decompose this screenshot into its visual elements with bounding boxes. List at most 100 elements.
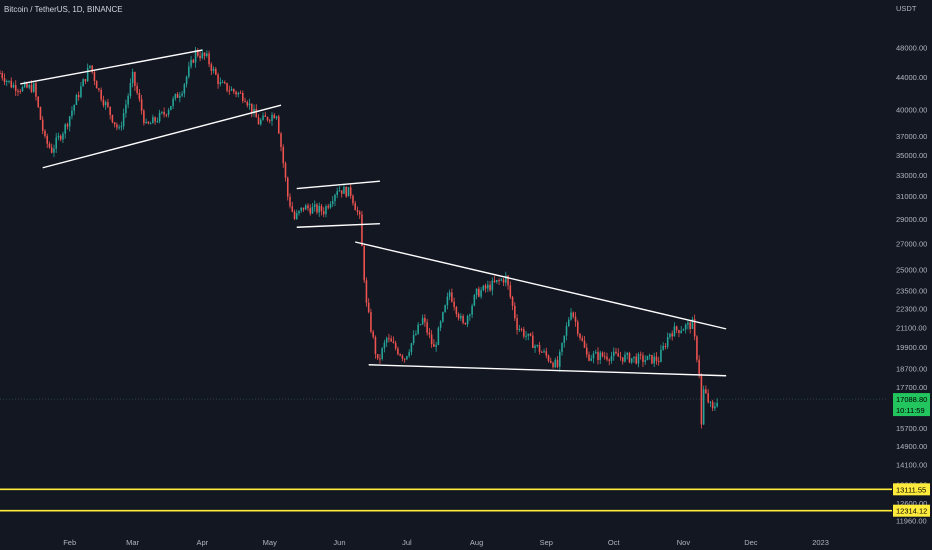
candle-body: [345, 187, 347, 197]
candle: [246, 100, 249, 108]
price-tick-label: 22300.00: [896, 304, 927, 313]
candle-body: [143, 110, 145, 124]
candle-body: [514, 305, 516, 319]
candle: [154, 116, 156, 125]
candle-body: [705, 389, 707, 394]
triangle-support-trendline[interactable]: [368, 364, 727, 377]
range-top-trendline[interactable]: [296, 180, 380, 190]
candle-body: [496, 279, 498, 282]
candle-body: [259, 119, 262, 125]
candle: [298, 210, 300, 216]
candle: [57, 132, 60, 141]
price-tick-label: 35000.00: [896, 151, 927, 160]
candle: [597, 347, 599, 365]
candle: [491, 277, 494, 296]
candle: [111, 114, 114, 124]
range-bottom-trendline[interactable]: [296, 222, 380, 228]
candle-body: [116, 124, 118, 128]
channel-top-trendline[interactable]: [20, 49, 203, 85]
candle-body: [363, 246, 365, 281]
candle-body: [509, 285, 512, 297]
candle: [165, 113, 168, 118]
candle: [284, 161, 287, 182]
candle-body: [549, 360, 552, 363]
candle: [549, 357, 552, 364]
candle: [406, 355, 408, 361]
time-axis[interactable]: Feb Mar Apr May Jun Jul Aug Sep Oct Nov Dec 2023: [63, 538, 829, 547]
candle: [642, 352, 644, 368]
time-tick-label: May: [263, 538, 277, 547]
candle-body: [14, 84, 17, 91]
candle-body: [343, 187, 345, 194]
candle: [152, 114, 154, 124]
price-axis[interactable]: 48000.00 44000.00 40000.00 37000.00 35000.00…: [896, 43, 927, 525]
candle-body: [28, 84, 31, 88]
candle-body: [120, 126, 123, 128]
candle-body: [145, 121, 147, 124]
candle-body: [50, 147, 53, 153]
candle: [273, 113, 276, 119]
candle-body: [410, 343, 413, 353]
candle: [107, 98, 109, 109]
candle-body: [608, 359, 611, 361]
candle: [44, 129, 46, 139]
candle: [608, 358, 611, 366]
price-tick-label: 12600.00: [896, 499, 927, 508]
candle: [489, 281, 491, 292]
candle: [17, 88, 19, 96]
time-tick-label: Jul: [402, 538, 412, 547]
candle-body: [498, 279, 500, 281]
candle-body: [271, 114, 273, 121]
candle-body: [167, 109, 170, 115]
candle: [309, 204, 312, 216]
candle: [574, 312, 577, 327]
candle-countdown: 10:11:59: [896, 406, 925, 415]
candle: [392, 336, 395, 344]
channel-bottom-trendline[interactable]: [42, 104, 282, 169]
candle-body: [590, 358, 593, 361]
candle: [275, 115, 278, 120]
candle: [300, 207, 303, 213]
candle: [446, 292, 449, 310]
candle-body: [480, 290, 482, 297]
candle-body: [77, 95, 80, 98]
candle: [401, 354, 404, 362]
candle-body: [689, 322, 691, 329]
candle: [662, 342, 664, 351]
candle: [192, 58, 195, 64]
candle-body: [675, 326, 678, 331]
candle: [617, 348, 620, 357]
candle: [669, 333, 671, 340]
candle-body: [545, 351, 548, 356]
candle-body: [39, 106, 42, 120]
candle-body: [179, 95, 181, 98]
trendline-group[interactable]: [20, 49, 727, 377]
candle-body: [484, 285, 487, 289]
candle: [711, 399, 714, 412]
candle: [509, 281, 512, 300]
candle: [487, 280, 489, 293]
candle: [637, 352, 640, 368]
candle: [188, 61, 190, 79]
candle-body: [57, 135, 60, 138]
descending-resistance-trendline[interactable]: [355, 241, 727, 330]
candle: [203, 52, 206, 60]
candle: [687, 319, 689, 330]
candle-body: [266, 116, 269, 121]
candle-body: [257, 117, 260, 125]
candle: [579, 333, 581, 341]
candle: [666, 332, 669, 350]
candle-body: [651, 354, 653, 364]
candle-body: [55, 137, 57, 149]
candle: [327, 203, 330, 210]
candle: [268, 118, 271, 124]
candle-body: [617, 353, 620, 357]
candle-body: [435, 344, 437, 347]
candle: [183, 83, 186, 98]
candle: [603, 351, 606, 360]
candle-body: [300, 207, 303, 211]
candle-body: [666, 337, 669, 347]
candle-body: [188, 66, 190, 77]
horizontal-levels[interactable]: [0, 488, 892, 512]
